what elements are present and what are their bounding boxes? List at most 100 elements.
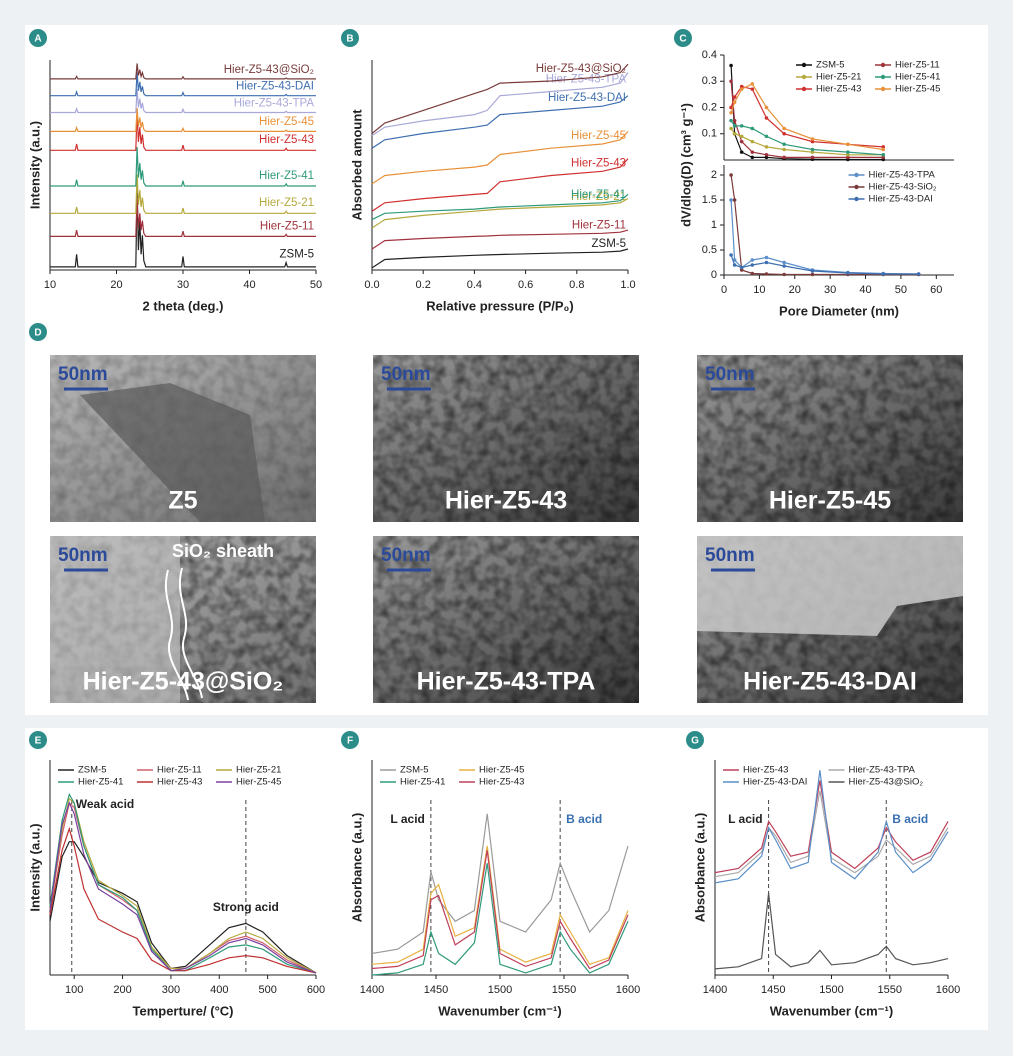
scale-label: 50nm [58, 545, 108, 566]
series-label: Hier-Z5-43-TPA [234, 97, 315, 109]
series-line [371, 158, 629, 212]
legend-label: Hier-Z5-43 [816, 84, 861, 95]
legend-marker [880, 74, 886, 80]
panel-badge [341, 731, 359, 749]
micrograph-label: Z5 [168, 487, 197, 515]
scale-label: 50nm [381, 545, 431, 566]
panel-letter: B [346, 34, 353, 45]
series-label: Hier-Z5-21 [571, 191, 626, 203]
series-line [49, 826, 317, 974]
point [750, 258, 755, 262]
legend-marker [880, 62, 886, 68]
x-tick-label: 20 [789, 284, 801, 296]
series-line [371, 95, 629, 149]
point [881, 152, 886, 157]
panel-badge [29, 323, 47, 341]
legend-label: Hier-Z5-11 [157, 765, 202, 776]
micrograph-label: Hier-Z5-43 [445, 487, 567, 515]
series-line [371, 130, 629, 185]
point [739, 139, 744, 144]
series-label: Hier-Z5-43-DAI [548, 92, 626, 104]
x-tick-label: 0.4 [467, 279, 482, 291]
legend-marker [854, 172, 859, 178]
micrograph-label: Hier-Z5-45 [769, 487, 891, 515]
point [881, 155, 886, 160]
series-label: Hier-Z5-11 [260, 220, 314, 232]
point [881, 145, 886, 149]
point [810, 150, 815, 154]
series-line [371, 863, 629, 976]
scale-label: 50nm [705, 364, 755, 385]
series-label: Hier-Z5-43-TPA [546, 73, 627, 85]
panel-badge [341, 29, 359, 47]
panel-badge [674, 29, 692, 47]
series-label: Hier-Z5-21 [259, 197, 314, 209]
series-line [50, 147, 316, 187]
point [846, 142, 850, 147]
point [739, 87, 744, 91]
scale-label: 50nm [381, 364, 431, 385]
point [750, 87, 755, 91]
point [846, 155, 850, 160]
y-axis-label: Intensity (a.u.) [27, 823, 42, 911]
legend-marker [854, 184, 859, 190]
point [750, 126, 755, 131]
panel-letter: F [347, 736, 353, 747]
chart-layer: A10 20 30 40 502 theta (deg.)Intensity (a.u.… [27, 29, 963, 1018]
point [729, 118, 733, 123]
x-axis-label: 2 theta (deg.) [143, 298, 224, 313]
series-line [371, 193, 629, 221]
point [764, 272, 769, 276]
series-line [50, 174, 316, 214]
micrograph-texture [373, 536, 639, 703]
point [846, 271, 850, 275]
sheath-outline [178, 567, 203, 699]
point [729, 63, 733, 68]
x-tick-label: 0.0 [364, 279, 379, 291]
legend-label: Hier-Z5-43@SiO₂ [849, 777, 924, 788]
y-axis-label: Intensity (a.u.) [27, 121, 42, 209]
y-tick-label: 1.5 [702, 194, 717, 206]
x-tick-label: 50 [310, 279, 322, 291]
x-tick-label: 200 [113, 984, 131, 996]
point [732, 263, 737, 267]
light-region [697, 536, 963, 636]
point [729, 110, 733, 115]
series-line [50, 63, 316, 80]
x-tick-label: 1600 [936, 984, 960, 996]
point [750, 263, 755, 267]
point [846, 152, 850, 157]
annotation: L acid [390, 812, 424, 826]
point [739, 268, 744, 272]
x-tick-label: 500 [258, 984, 276, 996]
legend-label: ZSM-5 [78, 765, 107, 776]
legend-marker [801, 86, 807, 92]
x-tick-label: 1500 [488, 984, 512, 996]
y-axis-label: Absorbed amount [349, 109, 364, 221]
point [782, 131, 786, 136]
x-tick-label: 30 [824, 284, 836, 296]
x-tick-label: 0.2 [416, 279, 431, 291]
panel-letter: D [34, 328, 41, 339]
point [846, 150, 850, 154]
point [881, 147, 886, 152]
series-label: Hier-Z5-45 [259, 116, 314, 128]
y-tick-label: 0.2 [702, 101, 717, 113]
y-tick-label: 0.1 [702, 128, 717, 140]
point [782, 155, 786, 160]
point [729, 253, 733, 257]
point [729, 79, 733, 84]
legend-label: Hier-Z5-43 [743, 765, 788, 776]
x-tick-label: 100 [65, 984, 83, 996]
scale-label: 50nm [58, 364, 108, 385]
series-line [371, 63, 629, 134]
series-line [50, 189, 316, 268]
x-tick-label: 1450 [424, 984, 448, 996]
series-label: Hier-Z5-43 [259, 134, 314, 146]
point [729, 173, 733, 177]
annotation: SiO₂ sheath [172, 541, 274, 561]
panel-letter: E [35, 736, 42, 747]
legend-label: Hier-Z5-41 [400, 777, 445, 788]
series-line [50, 89, 316, 114]
y-axis-label: Absorbance (a.u.) [692, 813, 707, 923]
